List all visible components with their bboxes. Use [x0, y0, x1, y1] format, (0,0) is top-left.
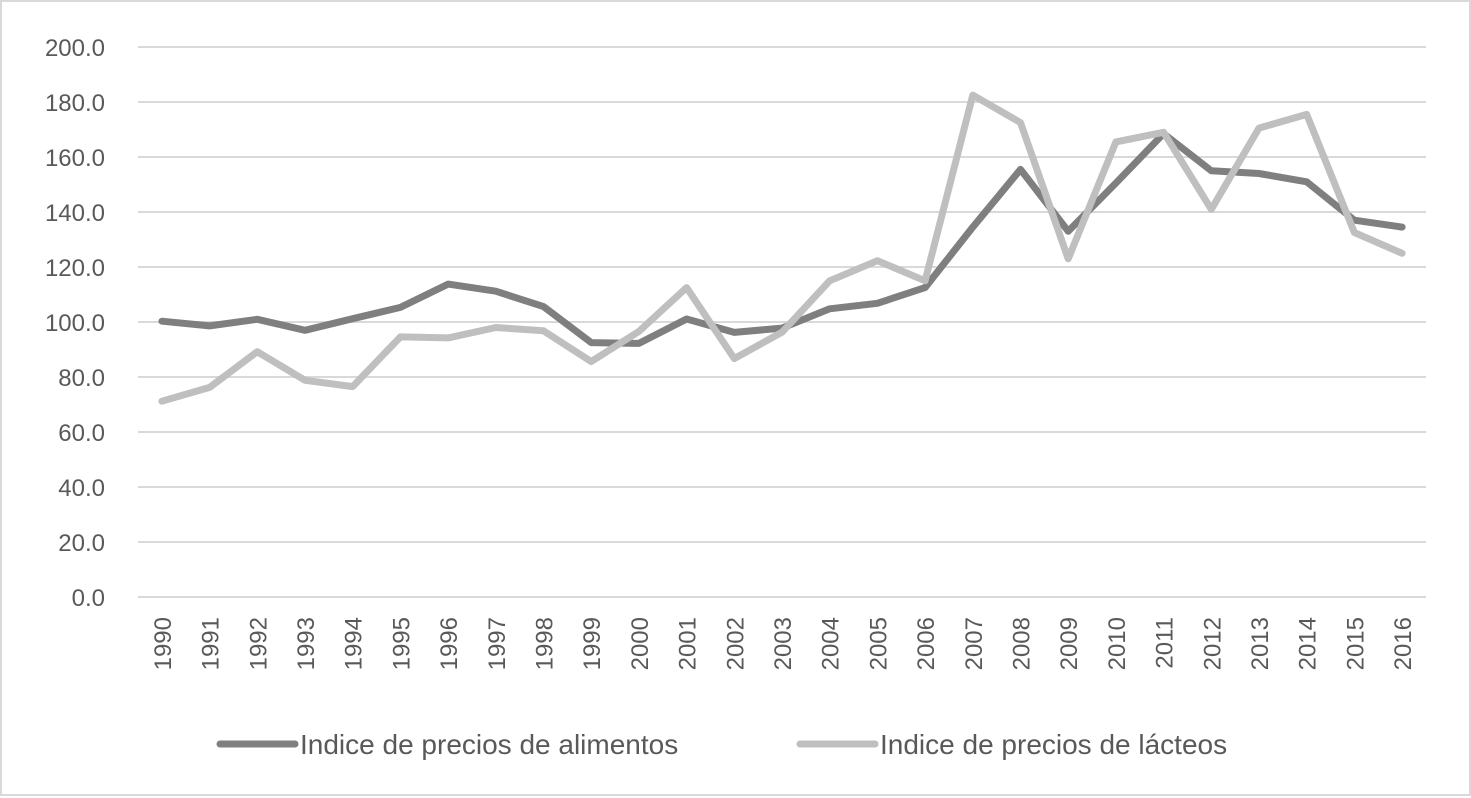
- x-tick-label: 1990: [150, 617, 177, 670]
- x-tick-label: 1992: [245, 617, 272, 670]
- x-tick-label: 1991: [198, 617, 225, 670]
- x-tick-label: 2007: [961, 617, 988, 670]
- x-tick-label: 2001: [675, 617, 702, 670]
- legend: Indice de precios de alimentos Indice de …: [216, 729, 1227, 760]
- y-tick-label: 80.0: [58, 365, 105, 392]
- x-tick-label: 2003: [770, 617, 797, 670]
- x-tick-label: 1996: [436, 617, 463, 670]
- y-tick-label: 180.0: [45, 90, 105, 117]
- x-tick-label: 2005: [865, 617, 892, 670]
- x-tick-label: 2010: [1104, 617, 1131, 670]
- y-tick-label: 120.0: [45, 255, 105, 282]
- legend-label-0: Indice de precios de alimentos: [300, 729, 678, 760]
- x-tick-label: 2008: [1009, 617, 1036, 670]
- y-tick-label: 140.0: [45, 200, 105, 227]
- x-tick-label: 1994: [341, 617, 368, 670]
- y-tick-label: 200.0: [45, 35, 105, 62]
- x-tick-label: 1997: [484, 617, 511, 670]
- legend-label-1: Indice de precios de lácteos: [880, 729, 1227, 760]
- x-tick-label: 1993: [293, 617, 320, 670]
- x-tick-label: 2016: [1390, 617, 1417, 670]
- y-tick-label: 40.0: [58, 475, 105, 502]
- x-tick-label: 2014: [1295, 617, 1322, 670]
- series-line-1: [158, 91, 1406, 405]
- series-lines: [158, 91, 1406, 405]
- x-axis-ticks: 1990 1991 1992 1993 1994 1995 1996 1997 1998 1999…: [150, 617, 1417, 670]
- x-tick-label: 2004: [818, 617, 845, 670]
- x-tick-label: 2009: [1056, 617, 1083, 670]
- x-tick-label: 1995: [388, 617, 415, 670]
- y-tick-label: 20.0: [58, 530, 105, 557]
- x-tick-label: 2002: [722, 617, 749, 670]
- y-tick-label: 100.0: [45, 310, 105, 337]
- x-tick-label: 2006: [913, 617, 940, 670]
- x-tick-label: 1998: [531, 617, 558, 670]
- x-tick-label: 2015: [1342, 617, 1369, 670]
- x-tick-label: 2013: [1247, 617, 1274, 670]
- y-tick-label: 0.0: [72, 585, 105, 612]
- x-tick-label: 2000: [627, 617, 654, 670]
- y-tick-label: 60.0: [58, 420, 105, 447]
- x-tick-label: 2012: [1199, 617, 1226, 670]
- y-axis-ticks: 0.0 20.0 40.0 60.0 80.0 100.0 120.0 140.0 160.0 1…: [45, 35, 105, 612]
- x-tick-label: 2011: [1152, 617, 1179, 669]
- series-line-0: [158, 130, 1406, 347]
- x-tick-label: 1999: [579, 617, 606, 670]
- y-tick-label: 160.0: [45, 145, 105, 172]
